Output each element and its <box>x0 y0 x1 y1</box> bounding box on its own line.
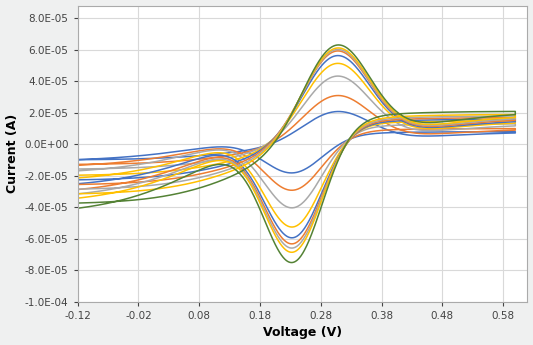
X-axis label: Voltage (V): Voltage (V) <box>263 326 342 339</box>
Y-axis label: Current (A): Current (A) <box>5 114 19 193</box>
